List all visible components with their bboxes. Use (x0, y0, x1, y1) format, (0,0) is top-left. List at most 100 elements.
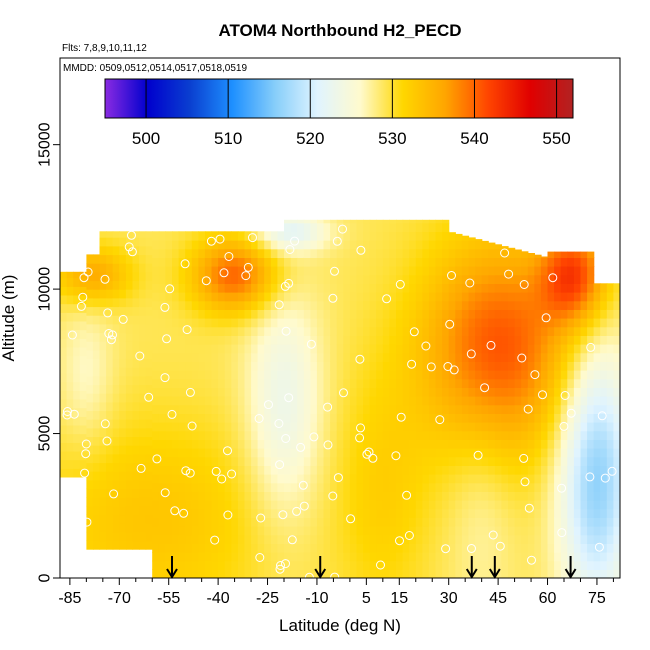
heatmap-cell (178, 240, 186, 250)
heatmap-cell (125, 479, 134, 490)
heatmap-cell (277, 404, 285, 414)
heatmap-cell (303, 257, 311, 267)
heatmap-cell (60, 320, 68, 331)
heatmap-cell (494, 370, 502, 380)
heatmap-cell (560, 439, 568, 449)
heatmap-cell (284, 222, 292, 232)
heatmap-cell (303, 231, 311, 241)
heatmap-cell (284, 352, 292, 362)
heatmap-cell (382, 430, 390, 440)
heatmap-cell (60, 271, 68, 279)
heatmap-cell (349, 309, 358, 319)
heatmap-cell (218, 309, 226, 319)
heatmap-cell (244, 248, 252, 258)
heatmap-cell (560, 266, 568, 276)
heatmap-cell (442, 266, 450, 276)
heatmap-cell (356, 396, 364, 406)
heatmap-cell (554, 266, 562, 276)
heatmap-cell (428, 569, 437, 578)
heatmap-cell (461, 378, 470, 388)
heatmap-cell (428, 465, 437, 475)
heatmap-cell (277, 344, 285, 354)
heatmap-cell (284, 257, 292, 267)
heatmap-cell (112, 401, 120, 412)
heatmap-cell (448, 526, 456, 536)
heatmap-cell (508, 465, 516, 475)
heatmap-cell (448, 387, 456, 397)
heatmap-cell (224, 404, 232, 414)
heatmap-cell (204, 387, 213, 397)
heatmap-cell (330, 361, 338, 371)
heatmap-cell (119, 523, 127, 533)
heatmap-cell (191, 508, 199, 518)
heatmap-cell (231, 283, 239, 293)
heatmap-cell (191, 526, 199, 536)
heatmap-cell (178, 439, 186, 449)
heatmap-cell (422, 552, 430, 562)
heatmap-cell (270, 248, 278, 258)
heatmap-cell (475, 361, 483, 371)
observation-point (364, 447, 374, 457)
heatmap-cell (303, 396, 311, 406)
heatmap-cell (158, 517, 166, 527)
heatmap-cell (573, 300, 582, 310)
heatmap-cell (132, 445, 140, 455)
heatmap-cell (178, 378, 186, 388)
heatmap-cell (587, 257, 595, 267)
heatmap-cell (415, 309, 423, 319)
heatmap-cell (534, 361, 542, 371)
heatmap-cell (448, 465, 456, 475)
heatmap-cell (475, 292, 483, 302)
heatmap-cell (204, 326, 213, 336)
heatmap-cell (593, 396, 601, 406)
heatmap-cell (468, 326, 476, 336)
heatmap-cell (211, 335, 219, 345)
observation-point (124, 242, 134, 252)
heatmap-cell (204, 430, 213, 440)
heatmap-cell (428, 413, 437, 423)
heatmap-cell (284, 292, 292, 302)
heatmap-cell (323, 396, 331, 406)
heatmap-cell (92, 497, 101, 507)
heatmap-cell (363, 309, 371, 319)
heatmap-cell (119, 540, 127, 550)
heatmap-cell (455, 430, 463, 440)
heatmap-cell (218, 422, 226, 432)
heatmap-cell (66, 459, 74, 469)
heatmap-cell (514, 404, 522, 414)
heatmap-cell (191, 439, 199, 449)
heatmap-cell (428, 526, 437, 536)
heatmap-cell (613, 344, 620, 354)
heatmap-cell (218, 292, 226, 302)
heatmap-cell (514, 274, 522, 284)
heatmap-cell (554, 309, 562, 319)
heatmap-cell (86, 497, 94, 507)
heatmap-cell (92, 341, 101, 351)
heatmap-cell (224, 413, 232, 423)
heatmap-cell (224, 552, 232, 562)
heatmap-cell (237, 344, 246, 354)
heatmap-cell (158, 465, 166, 475)
heatmap-cell (402, 560, 410, 570)
heatmap-cell (481, 309, 489, 319)
heatmap-cell (481, 517, 489, 527)
heatmap-cell (343, 257, 351, 267)
heatmap-cell (231, 361, 239, 371)
heatmap-cell (422, 248, 430, 258)
heatmap-cell (106, 505, 114, 516)
heatmap-cell (336, 456, 344, 466)
heatmap-cell (567, 274, 575, 284)
heatmap-cell (270, 517, 278, 527)
heatmap-cell (606, 292, 614, 302)
heatmap-cell (435, 456, 443, 466)
heatmap-cell (264, 482, 272, 492)
heatmap-cell (86, 540, 94, 550)
heatmap-cell (382, 219, 390, 224)
heatmap-cell (185, 266, 193, 276)
heatmap-cell (323, 266, 331, 276)
heatmap-cell (481, 326, 489, 336)
heatmap-cell (125, 427, 134, 438)
heatmap-cell (547, 534, 555, 544)
heatmap-cell (527, 292, 535, 302)
heatmap-cell (106, 367, 114, 377)
